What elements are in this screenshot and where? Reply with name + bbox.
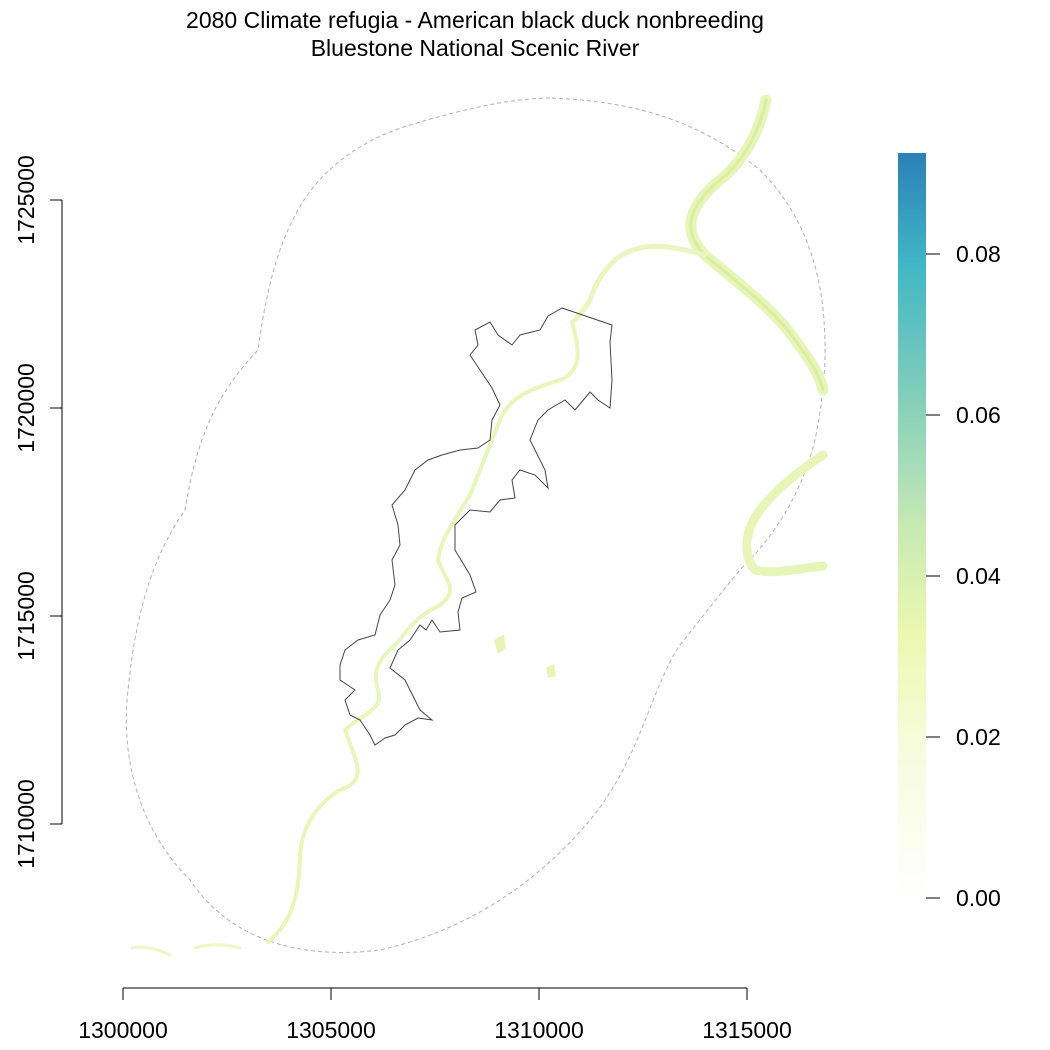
x-tick-label: 1315000 <box>702 1017 792 1043</box>
x-tick-label: 1310000 <box>494 1017 584 1043</box>
river-patch-b <box>546 664 556 678</box>
x-tick-label: 1305000 <box>286 1017 376 1043</box>
river-upper-east <box>685 94 829 396</box>
legend: 0.00 0.02 0.04 0.06 0.08 <box>898 153 1001 911</box>
river-channels <box>130 94 829 957</box>
legend-tick-label: 0.02 <box>956 724 1001 750</box>
legend-tick-label: 0.00 <box>956 885 1001 911</box>
legend-tick-label: 0.08 <box>956 241 1001 267</box>
title-line-1: 2080 Climate refugia - American black du… <box>186 7 764 33</box>
legend-colorbar <box>898 153 926 898</box>
map-title: 2080 Climate refugia - American black du… <box>0 6 950 62</box>
y-tick-label: 1715000 <box>13 571 39 661</box>
y-axis: 1710000 1715000 1720000 1725000 <box>13 155 63 869</box>
river-sw-fragment <box>130 943 242 957</box>
river-patch-a <box>494 634 506 654</box>
river-lower-east <box>742 450 828 577</box>
title-line-2: Bluestone National Scenic River <box>310 35 640 61</box>
y-tick-label: 1720000 <box>13 363 39 453</box>
x-tick-label: 1300000 <box>78 1017 168 1043</box>
buffer-outline <box>125 97 826 953</box>
park-boundary <box>339 307 613 746</box>
legend-tick-label: 0.06 <box>956 402 1001 428</box>
river-tributary-north <box>572 243 708 323</box>
x-axis: 1300000 1305000 1310000 1315000 <box>78 987 792 1043</box>
y-tick-label: 1710000 <box>13 779 39 869</box>
legend-tick-label: 0.04 <box>956 563 1001 589</box>
map-panel <box>125 94 829 957</box>
river-main-channel <box>266 320 580 944</box>
y-tick-label: 1725000 <box>13 155 39 245</box>
